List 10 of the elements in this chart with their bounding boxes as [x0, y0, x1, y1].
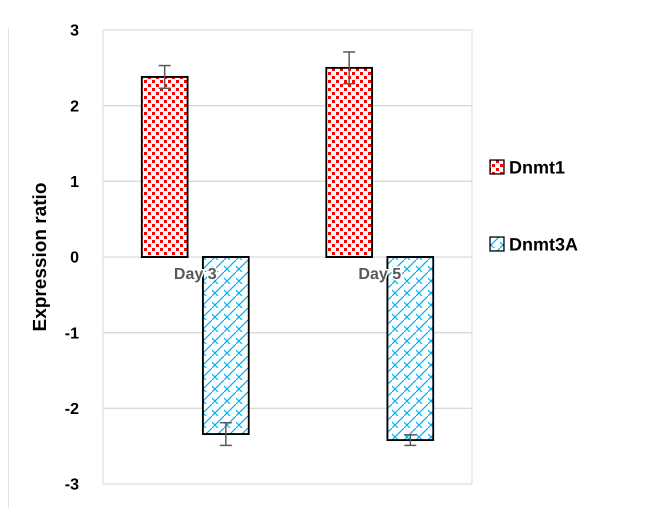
y-tick-label: -1 [64, 325, 80, 342]
y-tick-label: 3 [70, 22, 80, 40]
y-tick-label: -2 [64, 400, 80, 418]
y-tick-label: -3 [64, 476, 80, 494]
legend-label: Dnmt1 [509, 157, 566, 178]
y-tick-label: 1 [70, 174, 80, 191]
y-tick-label: 0 [70, 250, 80, 267]
legend-label: Dnmt3A [509, 234, 578, 254]
y-axis-title: Expression ratio [30, 182, 51, 332]
y-tick-label: 2 [70, 98, 80, 116]
